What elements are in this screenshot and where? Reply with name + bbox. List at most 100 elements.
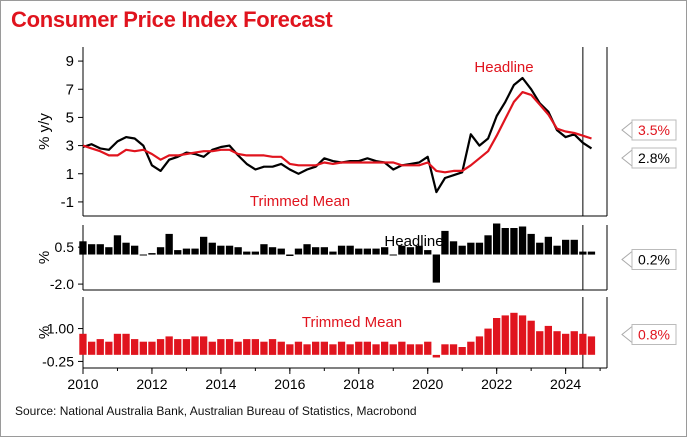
middle-bar <box>355 248 363 255</box>
bottom-bar <box>501 315 509 355</box>
middle-bar <box>131 245 139 255</box>
middle-bar <box>587 251 596 255</box>
x-tick-label: 2014 <box>205 376 236 392</box>
middle-bar <box>346 245 354 255</box>
headline-end-callout-label: 2.8% <box>638 150 670 166</box>
headline-end-callout-box <box>631 147 677 169</box>
bottom-bar <box>389 344 397 355</box>
middle-bar <box>303 244 311 255</box>
bottom-bar <box>484 328 492 355</box>
bottom-bar <box>182 339 191 355</box>
middle-bar <box>570 239 578 255</box>
middle-bar <box>372 248 380 255</box>
top-y-tick-label: 1 <box>66 166 74 183</box>
middle-bar <box>156 247 165 255</box>
source-note: Source: National Australia Bank, Austral… <box>15 404 417 418</box>
bottom-bar <box>251 339 259 355</box>
bottom-bar <box>432 354 440 358</box>
bottom-bar <box>156 339 165 355</box>
middle-bar <box>467 242 475 255</box>
bottom-y-tick-label: -0.25 <box>42 353 74 369</box>
middle-bar <box>105 247 113 255</box>
bottom-bar <box>79 333 87 355</box>
trimmed-mean-end-callout-box <box>631 119 677 141</box>
middle-bar <box>251 251 259 255</box>
bottom-bar <box>415 344 423 355</box>
middle-bar <box>320 247 328 255</box>
top-y-tick-label: -1 <box>61 194 74 211</box>
chart-title: Consumer Price Index Forecast <box>11 7 333 32</box>
bottom-bar <box>329 344 337 355</box>
top-y-tick-label: 9 <box>66 53 74 70</box>
bottom-bar <box>234 341 242 355</box>
bottom-bar <box>449 344 458 355</box>
bottom-end-callout-label: 0.8% <box>638 327 670 343</box>
bottom-bar <box>88 341 96 355</box>
middle-y-tick-label: -2.0 <box>50 276 74 292</box>
middle-bar <box>441 230 449 255</box>
middle-bar <box>234 247 242 255</box>
panel-top: 9 7 5 3 1 -1 % y/y Headline Trimmed Mean 3.5% 2.8% <box>36 47 677 217</box>
middle-y-axis-label: % <box>36 251 53 264</box>
x-tick-label: 2022 <box>481 376 512 392</box>
x-tick-label: 2024 <box>550 376 581 392</box>
bottom-bar <box>96 339 104 355</box>
middle-bar <box>88 244 96 255</box>
bottom-bar <box>148 341 156 355</box>
bottom-bar <box>260 341 268 355</box>
middle-bar <box>165 233 173 255</box>
bottom-bar <box>277 341 285 355</box>
middle-bar <box>406 247 415 255</box>
middle-bar <box>148 253 156 255</box>
middle-bar <box>191 248 199 255</box>
bottom-bar <box>191 336 199 355</box>
trimmed-mean-end-callout-pointer <box>621 121 633 139</box>
bottom-bar <box>217 339 225 355</box>
bottom-bar <box>346 344 354 355</box>
bottom-bar <box>406 344 415 355</box>
middle-bar <box>544 236 552 255</box>
middle-bar <box>527 233 535 255</box>
bottom-bar <box>174 339 182 355</box>
middle-bar <box>113 235 122 255</box>
top-y-tick-label: 5 <box>66 109 74 126</box>
middle-bar <box>475 242 484 255</box>
bottom-bar <box>493 318 501 355</box>
bottom-bar <box>268 339 277 355</box>
bottom-bar <box>122 333 130 355</box>
trimmed-mean-annotation: Trimmed Mean <box>250 193 350 210</box>
bottom-series-label: Trimmed Mean <box>302 314 402 331</box>
x-axis: 2010 2012 2014 2016 2018 2020 2022 2024 <box>67 368 601 392</box>
trimmed-mean-end-callout-label: 3.5% <box>638 122 670 138</box>
middle-bar <box>96 244 104 255</box>
middle-bar <box>268 247 277 255</box>
middle-bar <box>312 247 320 255</box>
headline-end-callout-pointer <box>621 149 633 167</box>
middle-bar <box>139 254 147 256</box>
top-y-tick-label: 3 <box>66 138 74 155</box>
middle-bar <box>449 241 458 255</box>
bottom-bar <box>579 333 587 355</box>
bottom-end-callout-box <box>631 324 677 345</box>
middle-bar <box>510 228 518 255</box>
middle-bar <box>174 250 182 255</box>
middle-bar <box>458 245 466 255</box>
series-line-headline <box>82 76 593 194</box>
bottom-bar <box>458 347 466 355</box>
middle-bar <box>200 236 208 255</box>
middle-bar <box>484 235 492 255</box>
middle-end-callout-label: 0.2% <box>638 252 670 268</box>
middle-bar <box>329 251 337 255</box>
panel-middle: 0.5 -2.0% Headline 0.2% <box>36 223 677 292</box>
bottom-bar <box>553 331 561 355</box>
middle-bar <box>277 248 285 255</box>
bottom-bar <box>165 336 173 355</box>
middle-bar <box>536 242 544 255</box>
bottom-bar <box>527 320 535 355</box>
bottom-bar <box>337 341 346 355</box>
top-y-axis-label: % y/y <box>36 113 53 150</box>
bottom-bar <box>372 344 380 355</box>
middle-bar <box>225 245 234 255</box>
middle-bar <box>337 245 346 255</box>
bottom-bar <box>587 336 596 355</box>
